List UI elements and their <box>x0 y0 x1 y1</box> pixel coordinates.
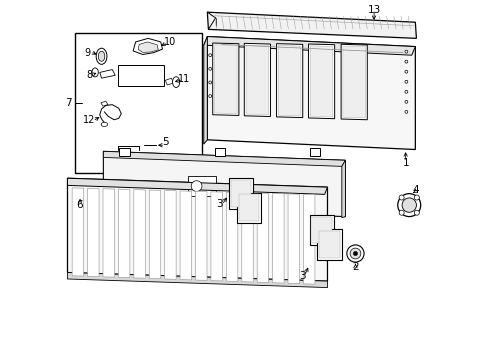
Text: 10: 10 <box>164 37 176 47</box>
Polygon shape <box>72 188 84 276</box>
Bar <box>118 64 164 86</box>
Text: 7: 7 <box>65 98 72 108</box>
Circle shape <box>405 90 408 93</box>
Polygon shape <box>166 78 173 85</box>
Polygon shape <box>68 178 327 194</box>
Bar <box>215 148 225 156</box>
Bar <box>188 176 216 196</box>
Circle shape <box>405 80 408 83</box>
Polygon shape <box>303 194 315 284</box>
Polygon shape <box>88 188 99 276</box>
Polygon shape <box>237 193 261 223</box>
Circle shape <box>209 54 212 57</box>
Polygon shape <box>318 229 342 260</box>
Polygon shape <box>324 217 334 232</box>
Polygon shape <box>341 44 368 120</box>
Circle shape <box>191 181 202 192</box>
Circle shape <box>405 100 408 103</box>
Polygon shape <box>196 191 207 280</box>
Polygon shape <box>272 193 284 283</box>
Bar <box>120 148 130 156</box>
Polygon shape <box>103 151 345 166</box>
Circle shape <box>353 251 358 256</box>
Text: 4: 4 <box>412 185 418 195</box>
Polygon shape <box>278 45 301 116</box>
Polygon shape <box>310 46 333 117</box>
Text: 1: 1 <box>402 158 409 168</box>
Circle shape <box>347 245 364 262</box>
Polygon shape <box>242 193 253 282</box>
Polygon shape <box>134 190 146 278</box>
Polygon shape <box>342 160 345 218</box>
Polygon shape <box>229 178 253 209</box>
Circle shape <box>405 111 408 113</box>
Polygon shape <box>211 192 222 281</box>
Text: 5: 5 <box>162 138 169 147</box>
Circle shape <box>415 195 419 200</box>
Polygon shape <box>226 192 238 282</box>
Text: 12: 12 <box>83 115 95 125</box>
Polygon shape <box>204 37 207 144</box>
Polygon shape <box>133 39 163 54</box>
Polygon shape <box>101 101 108 106</box>
Ellipse shape <box>98 51 105 61</box>
Bar <box>74 33 202 173</box>
Polygon shape <box>276 44 303 118</box>
Text: 2: 2 <box>352 262 359 272</box>
Circle shape <box>209 95 212 98</box>
Polygon shape <box>204 37 416 55</box>
Polygon shape <box>246 45 269 115</box>
Circle shape <box>209 67 212 70</box>
Circle shape <box>405 50 408 53</box>
Ellipse shape <box>101 122 108 127</box>
Polygon shape <box>310 215 334 245</box>
Polygon shape <box>180 191 192 280</box>
Circle shape <box>405 60 408 63</box>
Text: 13: 13 <box>368 5 381 15</box>
Polygon shape <box>103 189 115 277</box>
Polygon shape <box>149 190 161 279</box>
Polygon shape <box>245 43 270 117</box>
Polygon shape <box>319 231 340 258</box>
Bar <box>310 148 320 156</box>
Circle shape <box>350 248 361 259</box>
Circle shape <box>399 195 404 200</box>
Circle shape <box>398 194 421 217</box>
Polygon shape <box>119 189 130 278</box>
Text: 3: 3 <box>217 199 223 210</box>
Text: 8: 8 <box>87 70 93 80</box>
Circle shape <box>415 210 419 215</box>
Ellipse shape <box>172 77 180 87</box>
Ellipse shape <box>96 48 107 64</box>
Circle shape <box>209 81 212 84</box>
Polygon shape <box>138 42 158 52</box>
Text: 3: 3 <box>299 271 306 281</box>
Polygon shape <box>68 178 327 281</box>
Polygon shape <box>288 194 299 284</box>
Polygon shape <box>309 44 335 119</box>
Polygon shape <box>343 46 366 118</box>
Polygon shape <box>231 180 251 207</box>
Polygon shape <box>215 45 237 114</box>
Polygon shape <box>100 69 115 78</box>
Polygon shape <box>213 43 239 116</box>
Text: 9: 9 <box>84 48 90 58</box>
Ellipse shape <box>92 68 98 77</box>
Polygon shape <box>207 12 416 39</box>
Polygon shape <box>103 151 345 217</box>
Polygon shape <box>165 190 176 279</box>
Polygon shape <box>68 273 327 288</box>
Circle shape <box>399 210 404 215</box>
Polygon shape <box>239 194 259 221</box>
Circle shape <box>402 198 416 212</box>
Circle shape <box>405 70 408 73</box>
Text: 11: 11 <box>178 74 190 84</box>
Text: 6: 6 <box>77 200 83 210</box>
Polygon shape <box>207 37 416 149</box>
Polygon shape <box>311 217 332 243</box>
Polygon shape <box>257 193 269 283</box>
